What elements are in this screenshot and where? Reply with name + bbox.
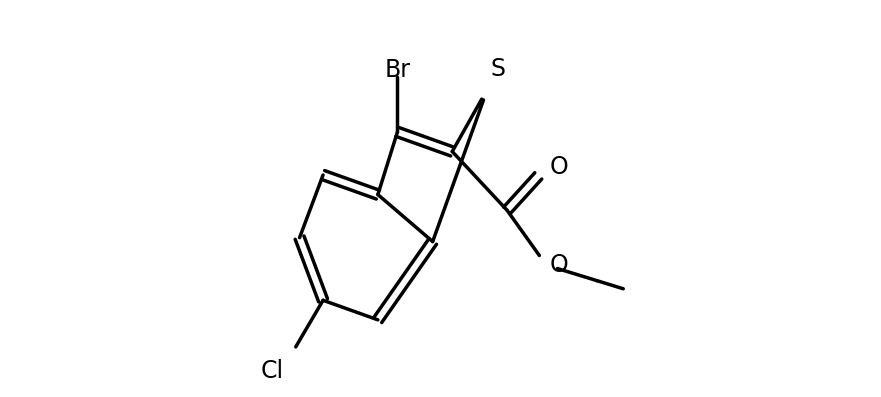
Text: Br: Br xyxy=(384,58,411,81)
Text: S: S xyxy=(491,57,506,81)
Text: O: O xyxy=(550,253,568,277)
Text: O: O xyxy=(550,155,568,179)
Text: Cl: Cl xyxy=(261,359,284,383)
